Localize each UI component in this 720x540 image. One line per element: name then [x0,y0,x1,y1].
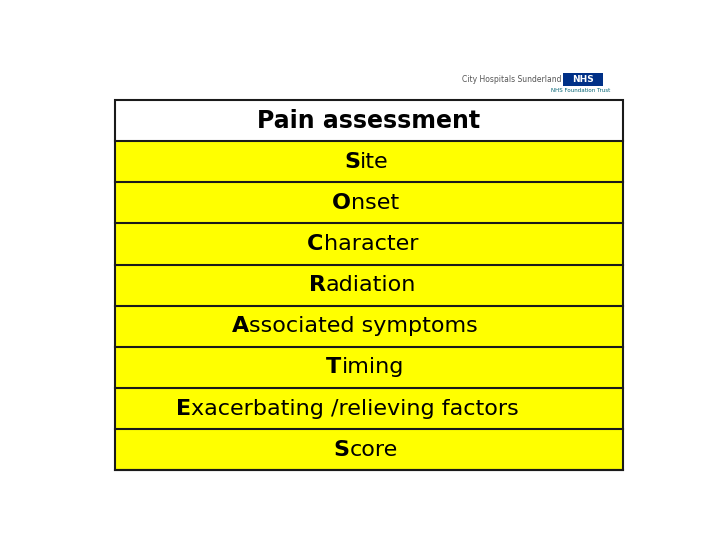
Bar [115,183,623,224]
Text: A: A [232,316,249,336]
Text: NHS Foundation Trust: NHS Foundation Trust [552,88,611,93]
Text: Score: Score [333,440,405,460]
Text: S: S [344,152,360,172]
Text: Onset: Onset [332,193,406,213]
Text: xacerbating /relieving factors: xacerbating /relieving factors [191,399,518,418]
Text: ite: ite [360,152,389,172]
Bar [115,347,623,388]
Text: R: R [309,275,326,295]
Text: iming: iming [341,357,404,377]
Text: S: S [344,152,360,172]
Bar [115,100,623,141]
Text: Site: Site [344,152,394,172]
Text: Pain assessment: Pain assessment [258,109,480,133]
Text: C: C [307,234,324,254]
Text: R: R [309,275,326,295]
Text: ssociated symptoms: ssociated symptoms [249,316,478,336]
Text: Associated symptoms: Associated symptoms [232,316,506,336]
Text: A: A [232,316,249,336]
Text: haracter: haracter [324,234,418,254]
Text: O: O [332,193,351,213]
Text: T: T [326,357,341,377]
Text: S: S [333,440,350,460]
Bar [115,141,623,183]
Text: Radiation: Radiation [309,275,429,295]
Bar [563,73,603,85]
Text: T: T [326,357,341,377]
Text: Timing: Timing [326,357,412,377]
Text: core: core [350,440,398,460]
Text: nset: nset [351,193,399,213]
Text: C: C [307,234,324,254]
Bar [115,429,623,470]
Bar [115,224,623,265]
Text: E: E [176,399,191,418]
Bar [115,100,623,470]
Text: adiation: adiation [326,275,416,295]
Text: NHS: NHS [572,75,594,84]
Text: Exacerbating /relieving factors: Exacerbating /relieving factors [176,399,562,418]
Bar [115,265,623,306]
Text: O: O [332,193,351,213]
Text: E: E [176,399,191,418]
Text: City Hospitals Sunderland: City Hospitals Sunderland [462,75,562,84]
Text: S: S [333,440,350,460]
Bar [115,306,623,347]
Text: Character: Character [307,234,431,254]
Bar [115,388,623,429]
